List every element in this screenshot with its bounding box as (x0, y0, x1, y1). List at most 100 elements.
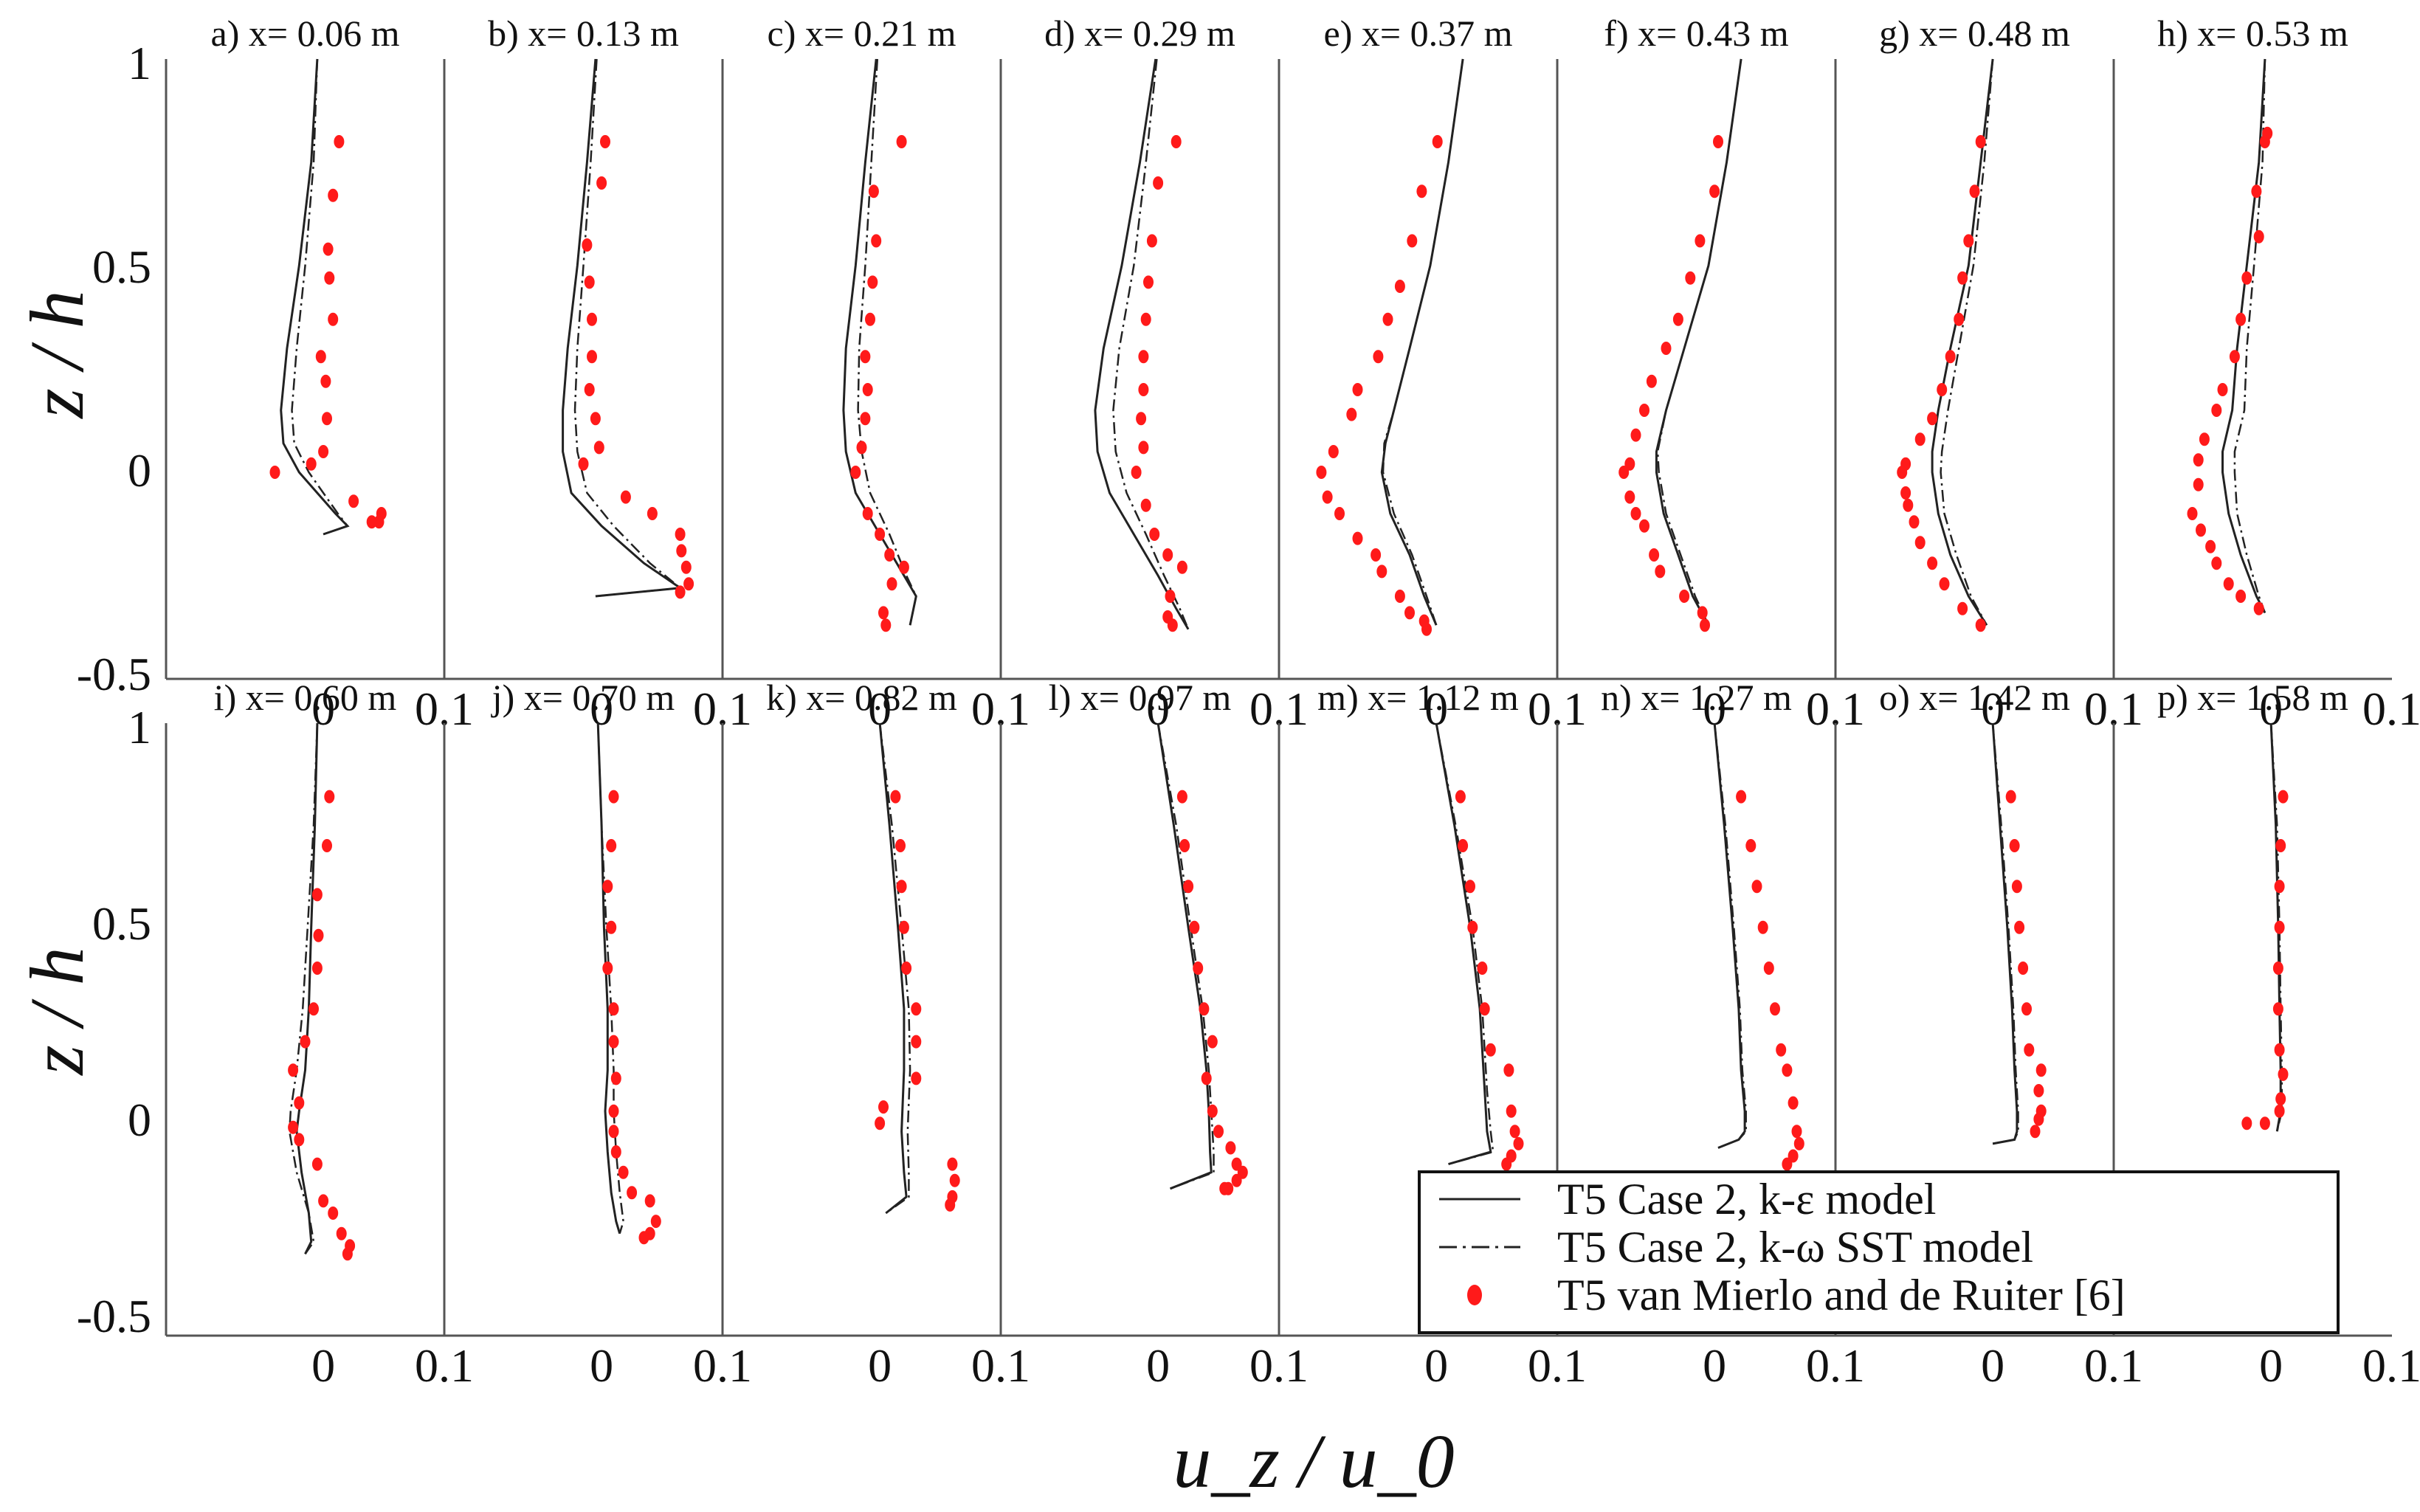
exp-point (288, 1063, 299, 1077)
exp-point (1791, 1125, 1802, 1139)
exp-point (2235, 312, 2247, 326)
exp-point (683, 577, 694, 591)
exp-point (878, 1100, 889, 1114)
exp-point (318, 1194, 329, 1208)
ytick-label: 1 (128, 37, 151, 89)
exp-point (602, 880, 613, 894)
exp-point (860, 350, 871, 364)
exp-point (288, 1120, 299, 1134)
exp-point (1138, 441, 1149, 455)
exp-point (1316, 466, 1327, 479)
panel-title: h) x= 0.53 m (2157, 13, 2348, 54)
exp-point (862, 507, 873, 520)
ytick-label: -0.5 (77, 648, 151, 700)
panel: a) x= 0.06 m0 0.1 (165, 13, 474, 735)
exp-point (1162, 548, 1173, 562)
exp-point (2275, 839, 2286, 852)
exp-point (1407, 234, 1418, 248)
exp-point (2241, 1116, 2252, 1130)
exp-point (1630, 507, 1641, 520)
exp-point (1975, 135, 1986, 148)
panel-title: j) x= 0.70 m (491, 677, 675, 718)
exp-point (2193, 477, 2204, 491)
exp-point (1146, 234, 1157, 248)
exp-point (647, 507, 658, 520)
exp-point (1352, 531, 1363, 545)
ke-line (878, 722, 908, 1215)
exp-point (373, 515, 385, 529)
exp-point (1745, 839, 1757, 852)
exp-point (366, 515, 377, 529)
ke-line (1435, 722, 1492, 1166)
exp-point (1207, 1104, 1218, 1118)
exp-point (1213, 1125, 1224, 1139)
kw-line (1112, 58, 1190, 630)
ytick-label: 0 (128, 1094, 151, 1146)
exp-point (1432, 135, 1443, 148)
exp-point (1394, 590, 1405, 603)
exp-point (584, 275, 595, 289)
exp-point (328, 312, 339, 326)
exp-point (1171, 135, 1182, 148)
exp-point (865, 312, 875, 326)
exp-point (1153, 176, 1164, 190)
exp-point (2030, 1125, 2041, 1139)
exp-point (311, 888, 323, 902)
panel: h) x= 0.53 m0 0.1 (2112, 13, 2420, 735)
exp-point (2251, 184, 2262, 199)
exp-point (1467, 920, 1478, 934)
exp-point (1346, 407, 1357, 421)
exp-point (2187, 507, 2198, 520)
exp-point (608, 1125, 619, 1139)
exp-point (2259, 1116, 2270, 1130)
xtick-label: 0 (311, 1339, 335, 1392)
ytick-label: 1 (128, 701, 151, 753)
exp-point (2033, 1084, 2044, 1097)
exp-point (334, 135, 345, 148)
exp-point (675, 585, 686, 599)
exp-point (1963, 234, 1974, 248)
kw-line (291, 58, 349, 536)
exp-point (328, 1207, 339, 1220)
exp-point (1954, 312, 1965, 326)
exp-point (875, 528, 886, 541)
exp-point (911, 1071, 922, 1085)
exp-point (2235, 590, 2247, 603)
xtick-label: 0.1 (1528, 1339, 1587, 1392)
exp-point (1371, 548, 1382, 562)
xtick-label: 0.1 (693, 1339, 752, 1392)
exp-point (600, 135, 610, 148)
exp-point (644, 1194, 655, 1208)
exp-point (1939, 577, 1950, 591)
kw-line (1382, 58, 1464, 626)
exp-point (322, 839, 332, 852)
ytick-label: 0 (128, 444, 151, 497)
exp-point (1201, 1071, 1212, 1085)
exp-point (2274, 1043, 2285, 1057)
ytick-label: 0.5 (92, 897, 151, 950)
exp-point (895, 839, 906, 852)
exp-point (911, 1002, 922, 1016)
panel: g) x= 0.48 m0 0.1 (1834, 13, 2143, 735)
y-axis-label: z / h (15, 947, 100, 1076)
ke-line (1156, 722, 1213, 1190)
xtick-label: 0.1 (2084, 1339, 2143, 1392)
panel: f) x= 0.43 m0 0.1 (1556, 13, 1865, 735)
legend-label-kw: T5 Case 2, k-ω SST model (1557, 1223, 2033, 1271)
xtick-label: 0 (868, 1339, 892, 1392)
exp-point (896, 880, 907, 894)
exp-point (1394, 280, 1405, 293)
exp-point (2272, 962, 2283, 975)
exp-point (1957, 271, 1968, 285)
exp-point (610, 1145, 621, 1159)
exp-point (1207, 1035, 1218, 1049)
exp-point (590, 412, 601, 426)
ke-line (1991, 722, 2019, 1145)
ke-line (1380, 58, 1464, 626)
xtick-label: 0.1 (2362, 683, 2420, 735)
exp-point (584, 383, 595, 396)
ke-line (280, 58, 350, 536)
exp-point (1509, 1125, 1520, 1139)
exp-point (1793, 1136, 1804, 1150)
exp-point (1897, 466, 1908, 479)
